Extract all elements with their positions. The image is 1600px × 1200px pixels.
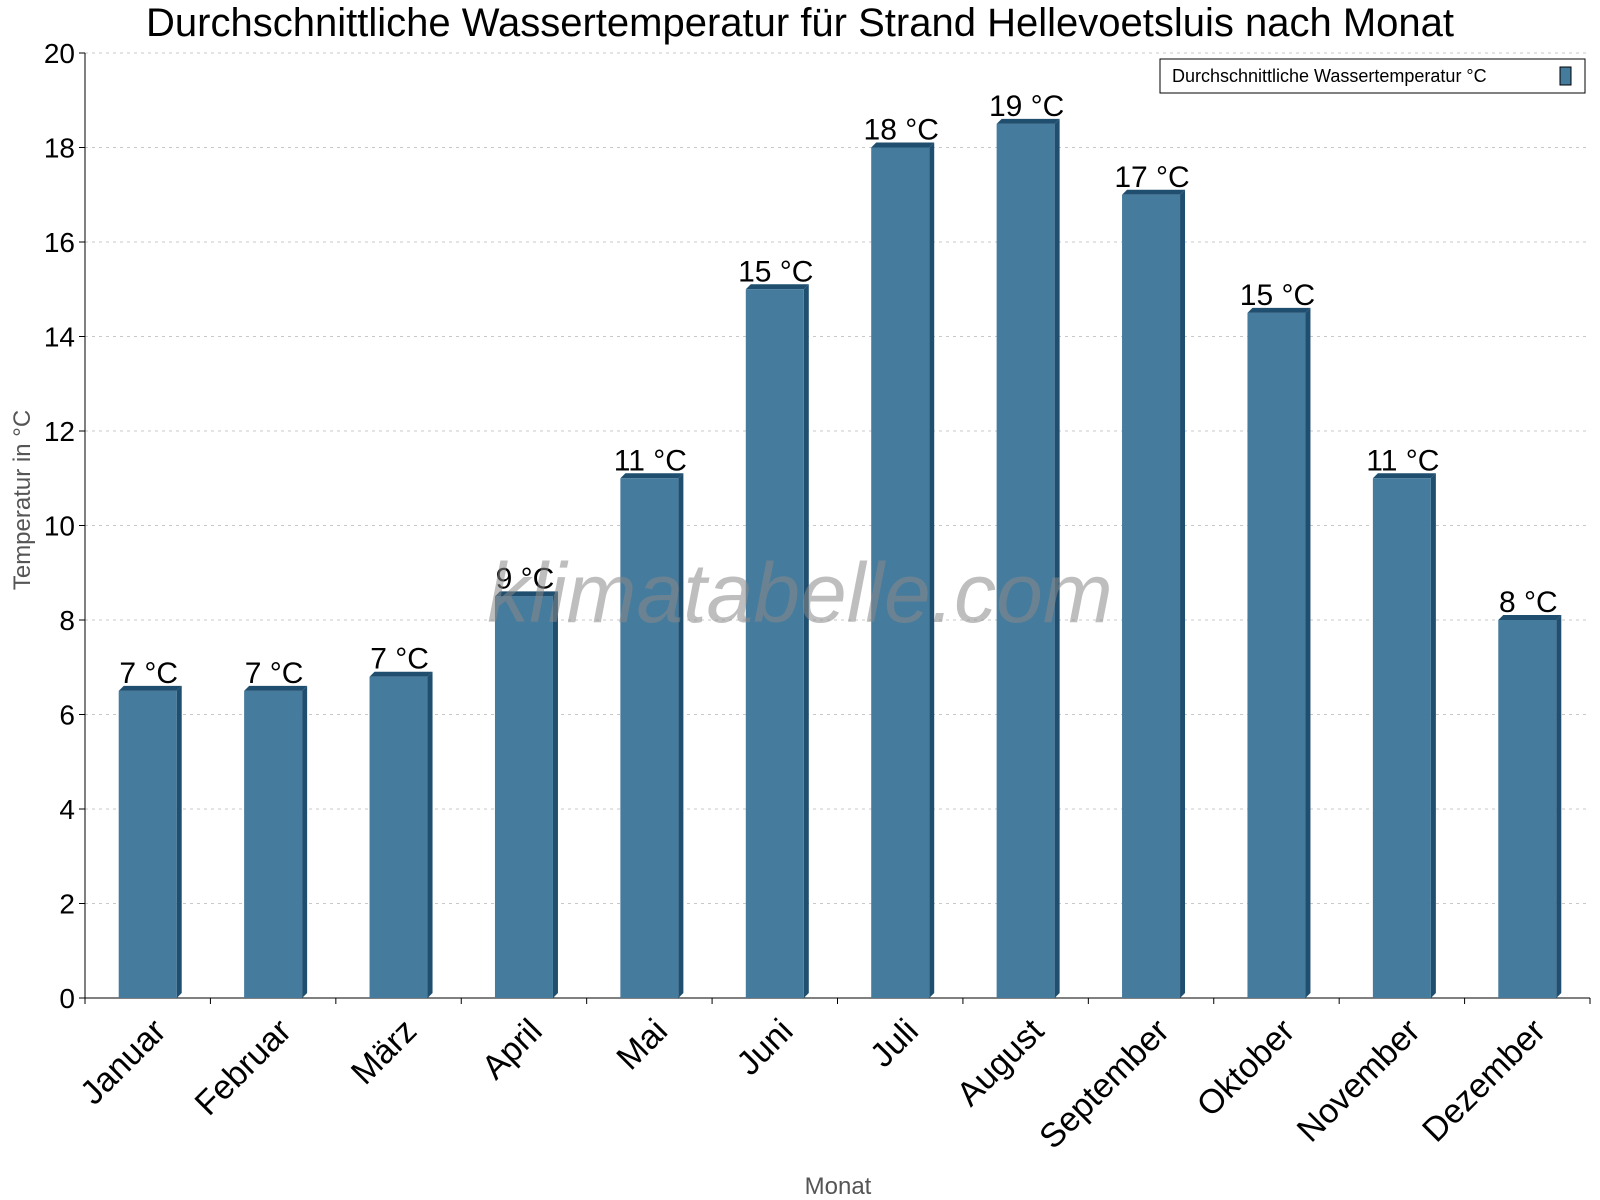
bar-top [1498, 615, 1562, 620]
bar-group: 8 °C [1498, 586, 1562, 998]
bar [1122, 194, 1181, 998]
bar-side [1430, 473, 1436, 998]
bar [118, 690, 177, 998]
legend-swatch [1559, 66, 1572, 86]
bar [369, 676, 428, 998]
x-tick-label: Februar [188, 1012, 299, 1123]
y-tick-label: 0 [59, 983, 75, 1014]
bar-value-label: 7 °C [119, 657, 178, 690]
y-tick-label: 18 [44, 133, 75, 164]
bar-group: 11 °C [1366, 444, 1439, 998]
bar-group: 9 °C [494, 562, 558, 998]
bar-group: 19 °C [989, 90, 1064, 998]
bar-value-label: 19 °C [989, 90, 1064, 123]
bar-value-label: 17 °C [1114, 161, 1189, 194]
bar [871, 147, 930, 998]
bar-value-label: 8 °C [1499, 586, 1558, 619]
bar-value-label: 7 °C [245, 657, 304, 690]
y-tick-labels: 0 2 4 6 8 10 12 14 16 18 20 [44, 38, 75, 1014]
bar-side [678, 473, 684, 998]
bar-side [1054, 118, 1060, 998]
bar [1372, 478, 1431, 998]
y-tick-label: 20 [44, 38, 75, 69]
bar-group: 11 °C [614, 444, 687, 998]
bar-group: 7 °C [118, 657, 182, 998]
watermark: klimatabelle.com [487, 546, 1113, 640]
bar [1498, 620, 1557, 998]
bar [620, 478, 679, 998]
y-tick-label: 4 [59, 794, 75, 825]
x-tick-labels: Januar Februar März April Mai Juni Juli AugustS… [73, 1011, 1553, 1156]
chart-title: Durchschnittliche Wassertemperatur für S… [146, 1, 1454, 45]
bar-side [427, 671, 433, 998]
y-tick-label: 2 [59, 889, 75, 920]
bar [1247, 312, 1306, 998]
x-tick-label: Januar [73, 1012, 173, 1112]
bar-value-label: 18 °C [864, 114, 939, 147]
bar-side [302, 685, 308, 998]
x-tick-label: Dezember [1415, 1012, 1553, 1150]
y-tick-label: 16 [44, 227, 75, 258]
bar-top [745, 284, 809, 290]
bar-value-label: 7 °C [370, 643, 429, 676]
grid [79, 52, 1590, 999]
legend: Durchschnittliche Wassertemperatur °C [1159, 58, 1586, 94]
bar-group: 7 °C [369, 643, 433, 998]
bar-side [176, 685, 182, 998]
bar [244, 690, 303, 998]
bar [745, 289, 804, 998]
bar-side [929, 142, 935, 998]
bar-top [871, 142, 935, 148]
bar-top [620, 473, 684, 479]
y-tick-label: 10 [44, 511, 75, 542]
y-axis-title: Temperatur in °C [9, 410, 36, 590]
bar-value-label: 11 °C [1366, 444, 1439, 477]
bar-group: 15 °C [738, 255, 813, 998]
x-axis-title: Monat [805, 1173, 872, 1200]
bar-top [494, 591, 558, 597]
bar-side [1556, 615, 1562, 998]
bar-group: 7 °C [244, 657, 308, 998]
y-tick-label: 6 [59, 700, 75, 731]
bar-value-label: 11 °C [614, 444, 687, 477]
y-tick-label: 12 [44, 416, 75, 447]
bar-top [118, 685, 182, 691]
x-tick-label: Juni [729, 1012, 800, 1083]
bar-top [369, 671, 433, 677]
bar [996, 123, 1055, 998]
legend-label: Durchschnittliche Wassertemperatur °C [1172, 66, 1487, 86]
bar-value-label: 15 °C [738, 255, 813, 288]
bar-side [803, 284, 809, 998]
x-tick-label: November [1290, 1012, 1428, 1150]
bar-top [996, 118, 1060, 124]
x-tick-label: Mai [609, 1012, 675, 1078]
x-tick-label: Juli [863, 1012, 926, 1075]
bar-side [1305, 307, 1311, 998]
bar-group: 17 °C [1114, 161, 1190, 998]
x-tick-label: August [950, 1011, 1052, 1113]
bar-top [1372, 473, 1436, 479]
legend-box [1159, 58, 1586, 94]
x-tick-label: April [475, 1012, 550, 1087]
bar-value-label: 15 °C [1240, 279, 1315, 312]
bar-side [552, 591, 558, 998]
bar-side [1180, 189, 1186, 998]
axes [84, 53, 1591, 1004]
bar-top [1247, 307, 1311, 313]
x-tick-label: Oktober [1190, 1012, 1302, 1124]
x-tick-label: März [344, 1012, 424, 1092]
y-tick-label: 8 [59, 605, 75, 636]
bars: 7 °C 7 °C 7 °C 9 °C 11 °C 15 °C 18 °C 19 °C 17 °… [118, 90, 1562, 998]
y-tick-label: 14 [44, 322, 75, 353]
bar-group: 15 °C [1240, 279, 1315, 998]
bar-group: 18 °C [864, 114, 939, 998]
bar [494, 596, 553, 998]
bar-top [1122, 189, 1186, 195]
x-tick-label: September [1032, 1012, 1176, 1156]
bar-top [244, 685, 308, 691]
bar-value-label: 9 °C [496, 562, 555, 595]
